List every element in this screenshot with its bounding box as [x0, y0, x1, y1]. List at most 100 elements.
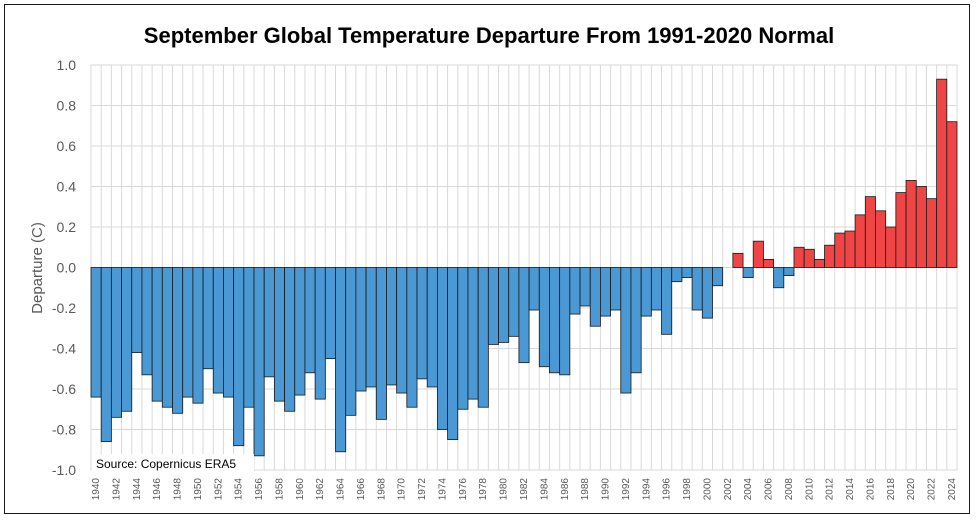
- bar-1985: [549, 267, 561, 374]
- x-tick-label: 1948: [173, 478, 184, 501]
- bar-2006: [763, 258, 775, 268]
- bar-1945: [141, 267, 153, 376]
- bar-1997: [671, 267, 683, 283]
- bar-1979: [487, 267, 499, 345]
- bar-1973: [426, 267, 438, 388]
- bar-1965: [345, 267, 357, 416]
- x-tick-label: 1980: [499, 478, 510, 501]
- bar-1993: [630, 267, 642, 374]
- bar-2012: [824, 244, 836, 268]
- y-tick-label: -0.8: [52, 422, 76, 438]
- bar-1972: [416, 267, 428, 380]
- x-tick-label: 1970: [397, 478, 408, 501]
- y-tick-label: -0.6: [52, 381, 76, 397]
- x-tick-label: 1992: [621, 478, 632, 501]
- x-tick-label: 1954: [234, 478, 245, 501]
- bar-1958: [273, 267, 285, 402]
- bar-1943: [121, 267, 133, 412]
- bar-1991: [610, 267, 622, 311]
- x-tick-label: 2022: [927, 478, 938, 501]
- x-tick-label: 1950: [193, 478, 204, 501]
- x-tick-label: 1996: [662, 478, 673, 501]
- x-tick-layer: 1940 1942 1944 1946 1948 1950 1952 1954 1956 1958…: [91, 478, 958, 501]
- y-tick-layer: 1.0 0.8 0.6 0.4 0.2 0.0 -0.2 -0.4 -0.6 -0.8 -1.0: [52, 57, 76, 478]
- source-note: Source: Copernicus ERA5: [96, 457, 236, 471]
- x-tick-label: 1958: [274, 478, 285, 501]
- bar-1981: [508, 267, 520, 337]
- bar-1977: [467, 267, 479, 400]
- x-tick-label: 1952: [213, 478, 224, 501]
- bar-1980: [498, 267, 510, 343]
- x-tick-label: 1984: [539, 478, 550, 501]
- bar-1971: [406, 267, 418, 408]
- x-tick-label: 1986: [560, 478, 571, 501]
- bar-1949: [182, 267, 194, 398]
- y-axis-label: Departure (C): [29, 222, 46, 314]
- x-tick-label: 2014: [845, 478, 856, 501]
- y-tick-label: -0.2: [52, 300, 76, 316]
- x-tick-label: 1998: [682, 478, 693, 501]
- bar-2022: [926, 198, 938, 268]
- x-tick-label: 2012: [825, 478, 836, 501]
- y-tick-label: 0.0: [57, 260, 77, 276]
- bar-2001: [712, 267, 724, 287]
- bar-2020: [905, 180, 917, 268]
- bar-2004: [742, 267, 754, 279]
- bar-2024: [946, 121, 958, 268]
- bar-1970: [396, 267, 408, 394]
- x-tick-label: 1944: [132, 478, 143, 501]
- x-tick-label: 2004: [743, 478, 754, 501]
- bar-2003: [732, 252, 744, 268]
- x-tick-label: 1978: [478, 478, 489, 501]
- bar-1966: [355, 267, 367, 392]
- x-tick-label: 1960: [295, 478, 306, 501]
- y-tick-label: -0.4: [52, 341, 76, 357]
- x-tick-label: 1962: [315, 478, 326, 501]
- bar-1987: [569, 267, 581, 315]
- x-tick-label: 1956: [254, 478, 265, 501]
- bar-1952: [212, 267, 224, 394]
- bar-2000: [701, 267, 713, 319]
- bar-1990: [600, 267, 611, 317]
- bar-1947: [161, 267, 173, 408]
- y-tick-label: -1.0: [52, 462, 76, 478]
- bar-1959: [284, 267, 296, 412]
- x-tick-label: 1976: [458, 478, 469, 501]
- bar-2021: [915, 186, 927, 268]
- bar-1995: [650, 267, 662, 311]
- bar-1961: [304, 267, 316, 374]
- x-tick-label: 1990: [601, 478, 612, 501]
- y-tick-label: 0.2: [57, 219, 77, 235]
- bar-1956: [253, 267, 265, 457]
- x-tick-label: 2002: [723, 478, 734, 501]
- x-tick-label: 1974: [437, 478, 448, 501]
- x-tick-label: 1942: [111, 478, 122, 501]
- bar-1942: [110, 267, 122, 418]
- bar-2015: [854, 214, 866, 268]
- y-tick-label: 0.8: [57, 98, 77, 114]
- bar-1954: [233, 267, 245, 447]
- bar-1963: [324, 267, 336, 360]
- bar-1969: [386, 267, 398, 386]
- bar-1944: [131, 267, 143, 353]
- x-tick-label: 1946: [152, 478, 163, 501]
- bar-2005: [752, 240, 764, 268]
- bar-1950: [192, 267, 204, 404]
- bar-1953: [223, 267, 235, 398]
- bar-1955: [243, 267, 255, 408]
- bar-1983: [528, 267, 540, 311]
- x-tick-label: 1988: [580, 478, 591, 501]
- y-tick-label: 1.0: [57, 57, 77, 73]
- bar-1946: [151, 267, 163, 402]
- x-tick-label: 2000: [702, 478, 713, 501]
- bar-2017: [875, 210, 887, 268]
- bar-1948: [172, 267, 184, 414]
- x-tick-label: 1964: [336, 478, 347, 501]
- x-tick-label: 1982: [519, 478, 530, 501]
- bar-1957: [263, 267, 275, 378]
- bar-2010: [803, 248, 815, 268]
- bar-1999: [691, 267, 703, 311]
- bar-1964: [335, 267, 347, 453]
- bar-1996: [661, 267, 673, 335]
